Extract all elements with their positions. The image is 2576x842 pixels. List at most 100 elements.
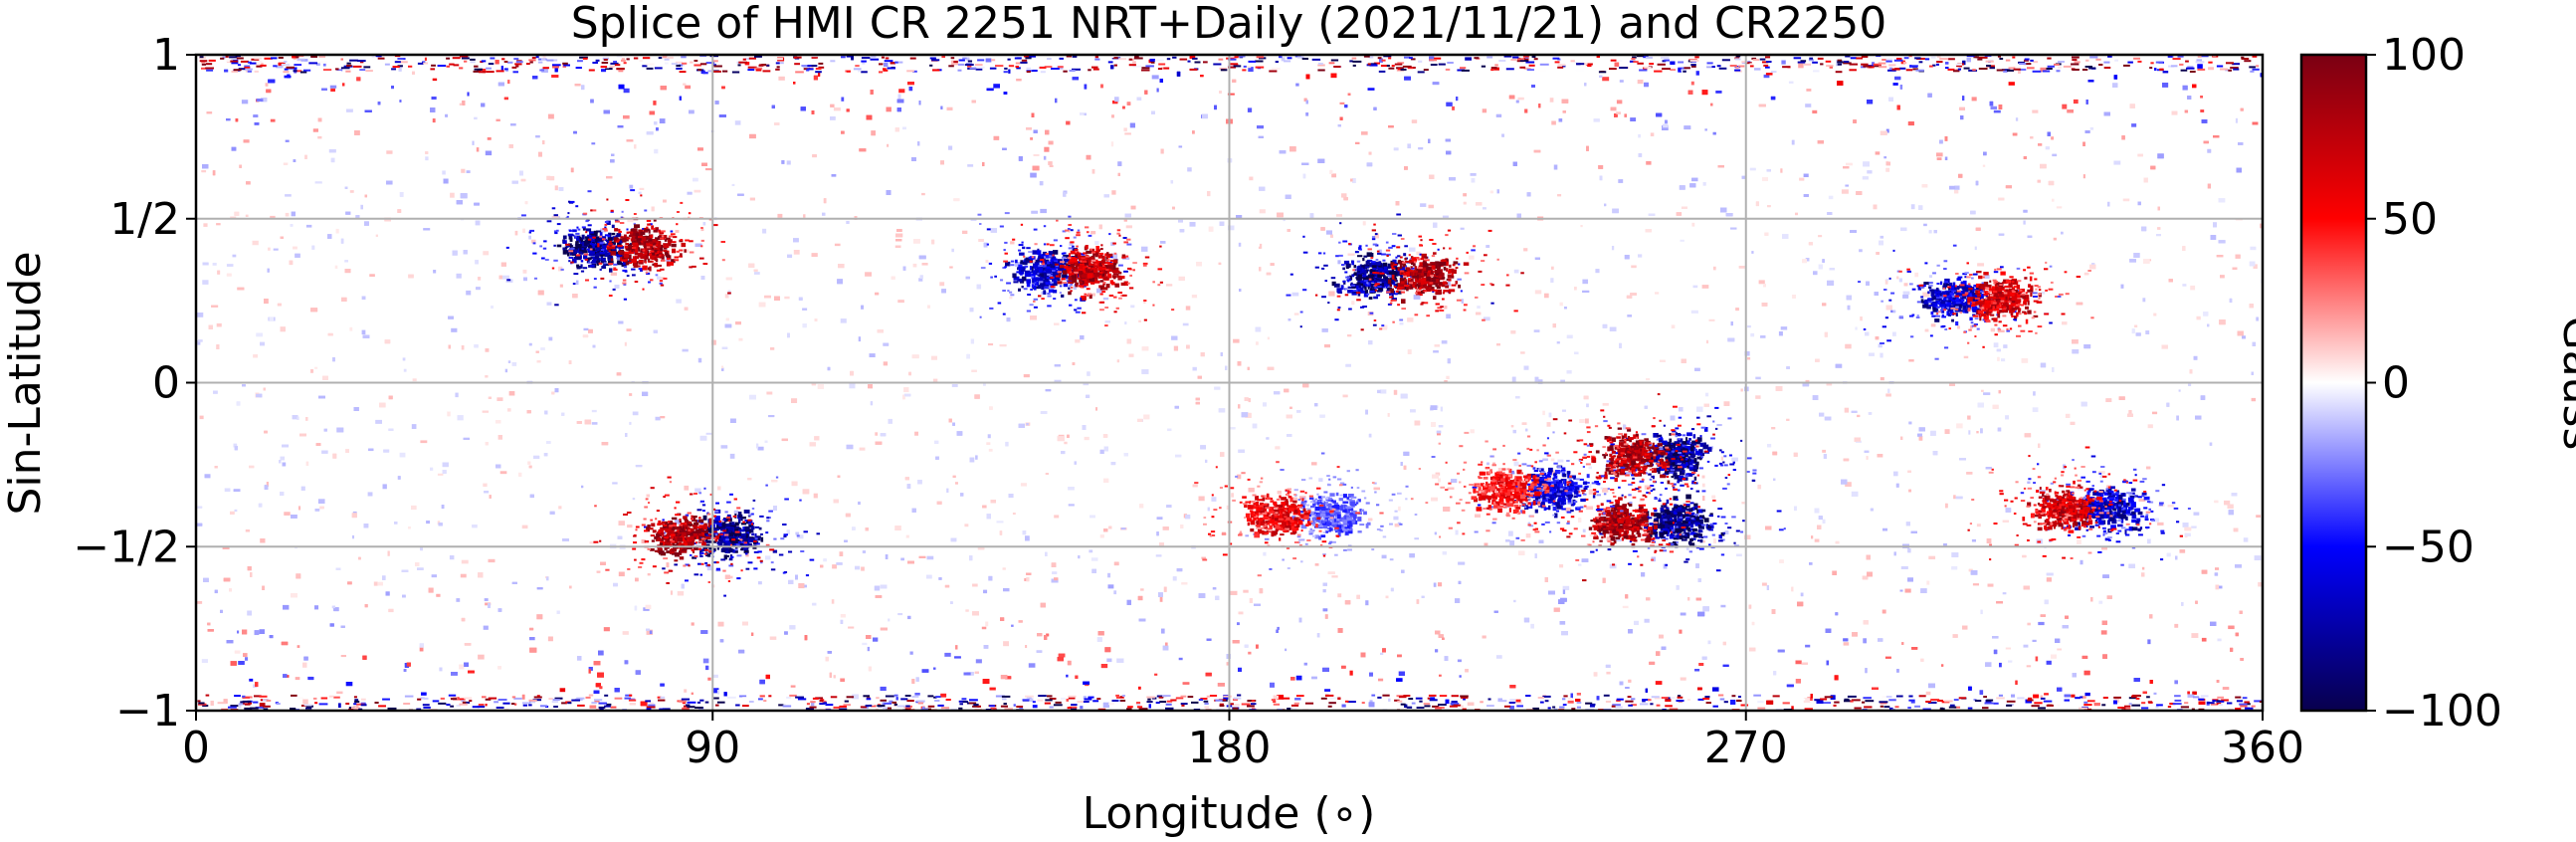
field-pixel <box>1012 513 1016 516</box>
field-pixel <box>1956 423 1963 429</box>
field-pixel <box>197 340 201 345</box>
field-pixel <box>1275 446 1281 450</box>
field-pixel <box>1758 280 1765 285</box>
field-pixel <box>1650 132 1655 136</box>
field-pixel <box>720 519 724 524</box>
field-pixel <box>1902 291 1910 296</box>
field-pixel <box>497 435 503 440</box>
field-pixel <box>270 118 276 122</box>
field-pixel <box>2100 630 2107 635</box>
field-pixel <box>199 415 204 420</box>
field-pixel <box>522 269 527 274</box>
field-pixel <box>321 450 328 454</box>
field-pixel <box>548 336 553 341</box>
field-pixel <box>2260 223 2263 229</box>
field-pixel <box>2073 99 2079 105</box>
field-pixel <box>547 636 553 642</box>
field-pixel <box>1705 392 1709 397</box>
field-pixel <box>2032 639 2037 642</box>
field-pixel <box>1033 153 1040 157</box>
field-pixel <box>1606 671 1611 675</box>
field-pixel <box>2045 146 2050 150</box>
field-pixel <box>285 194 292 197</box>
field-pixel <box>1337 260 1341 265</box>
field-pixel <box>1690 81 1694 86</box>
field-pixel <box>2187 691 2190 695</box>
field-pixel <box>588 669 591 674</box>
field-pixel <box>1080 334 1085 340</box>
field-pixel <box>2027 622 2031 626</box>
field-pixel <box>912 263 917 268</box>
field-pixel <box>423 228 431 231</box>
field-pixel <box>676 299 682 304</box>
field-pixel <box>1980 609 1983 615</box>
field-pixel <box>795 531 800 535</box>
field-pixel <box>2040 67 2047 73</box>
field-pixel <box>1095 407 1098 411</box>
field-pixel <box>439 667 443 672</box>
field-pixel <box>1439 674 1442 677</box>
field-pixel <box>1339 102 1345 105</box>
field-pixel <box>2147 639 2151 645</box>
field-pixel <box>1560 379 1565 383</box>
field-pixel <box>686 249 690 253</box>
field-pixel <box>461 168 466 173</box>
field-pixel <box>1799 177 1805 181</box>
field-pixel <box>1873 204 1878 210</box>
field-pixel <box>1630 117 1637 121</box>
field-pixel <box>1154 673 1158 676</box>
field-pixel <box>1226 505 1230 511</box>
field-pixel <box>1692 285 1698 289</box>
field-pixel <box>1074 461 1078 465</box>
field-pixel <box>1463 193 1468 197</box>
field-pixel <box>2026 665 2032 668</box>
field-pixel <box>1845 184 1850 187</box>
field-pixel <box>1138 686 1141 690</box>
field-pixel <box>905 534 909 538</box>
field-pixel <box>769 636 777 640</box>
field-pixel <box>1084 436 1090 441</box>
field-pixel <box>488 558 495 563</box>
field-pixel <box>1192 366 1197 371</box>
field-pixel <box>1925 691 1931 696</box>
field-pixel <box>1003 641 1010 647</box>
field-pixel <box>1976 524 1981 527</box>
field-pixel <box>241 100 249 105</box>
field-pixel <box>1933 230 1937 234</box>
field-pixel <box>2200 96 2204 99</box>
field-pixel <box>762 228 767 234</box>
field-pixel <box>2153 692 2157 695</box>
field-pixel <box>2256 515 2262 518</box>
field-pixel <box>1530 623 1534 629</box>
field-pixel <box>2001 358 2006 362</box>
field-pixel <box>1248 651 1252 655</box>
field-pixel <box>962 230 968 235</box>
field-pixel <box>1446 375 1450 379</box>
field-pixel <box>887 143 890 147</box>
field-pixel <box>2062 104 2068 109</box>
field-pixel <box>831 599 835 604</box>
field-pixel <box>335 228 339 234</box>
field-pixel <box>813 493 818 499</box>
field-pixel <box>1828 195 1834 200</box>
field-pixel <box>1875 151 1881 155</box>
field-pixel <box>632 498 636 501</box>
field-pixel <box>1270 263 1275 267</box>
field-pixel <box>2032 109 2039 113</box>
field-pixel <box>1542 410 1545 416</box>
field-pixel <box>1566 370 1572 374</box>
field-pixel <box>964 524 969 527</box>
field-pixel <box>314 605 319 610</box>
field-pixel <box>1577 490 1583 494</box>
field-pixel <box>329 85 337 89</box>
field-pixel <box>451 327 458 332</box>
field-pixel <box>1747 324 1751 328</box>
field-pixel <box>402 357 406 361</box>
field-pixel <box>474 116 478 120</box>
field-pixel <box>450 192 455 198</box>
field-pixel <box>1553 607 1560 612</box>
field-pixel <box>1805 644 1811 648</box>
field-pixel <box>330 88 335 93</box>
field-pixel <box>1655 292 1660 295</box>
field-pixel <box>888 418 892 424</box>
